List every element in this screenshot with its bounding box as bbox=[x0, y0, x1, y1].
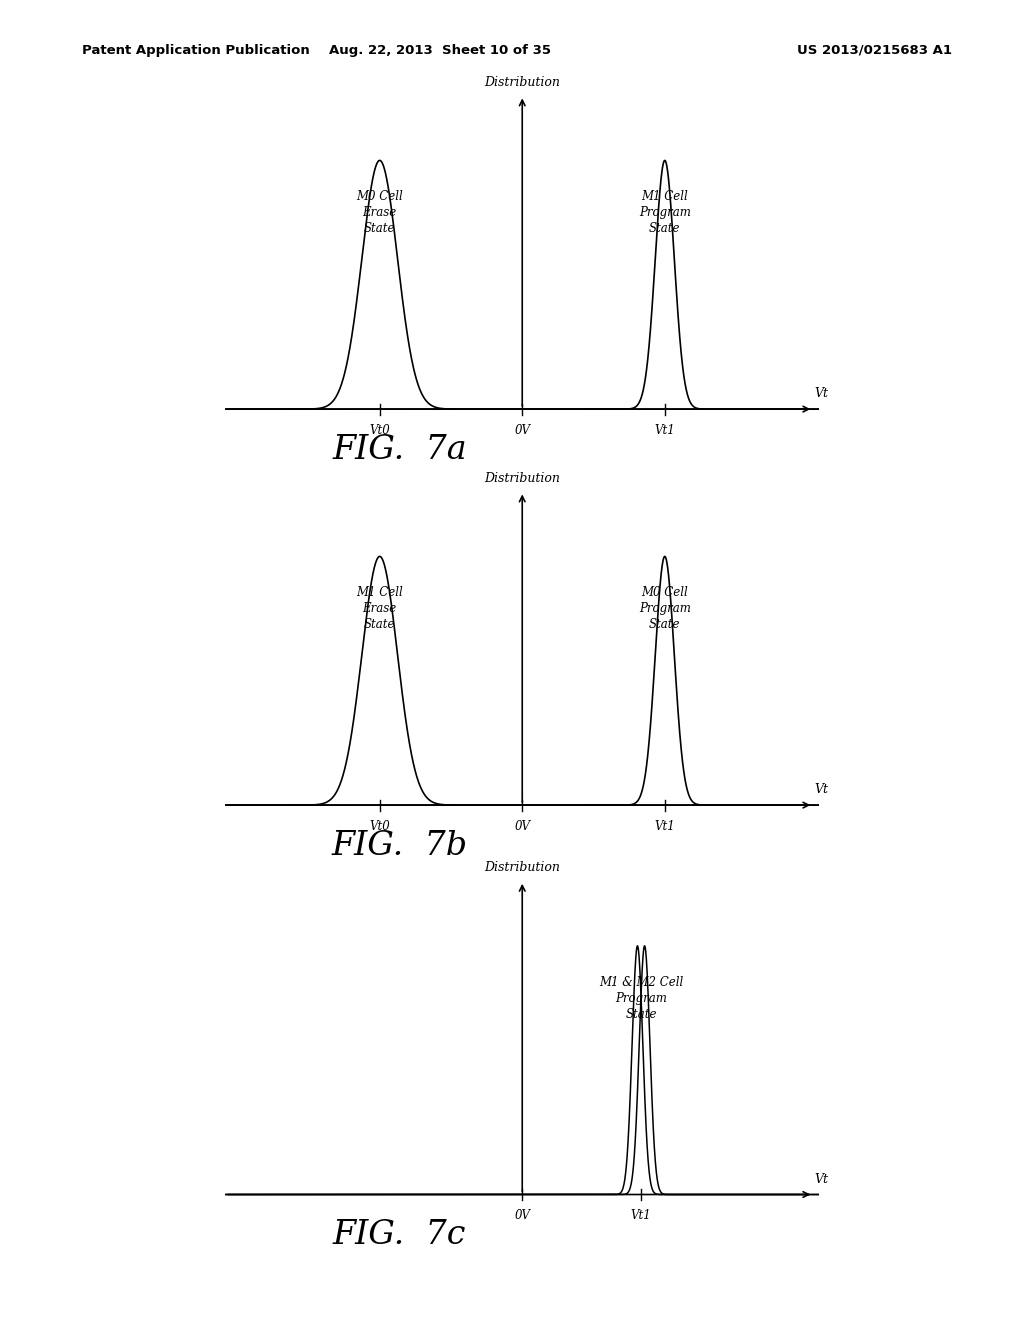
Text: FIG.  7a: FIG. 7a bbox=[332, 434, 467, 466]
Text: M1 Cell
Program
State: M1 Cell Program State bbox=[639, 190, 691, 235]
Text: Vt1: Vt1 bbox=[631, 1209, 651, 1222]
Text: M1 & M2 Cell
Program
State: M1 & M2 Cell Program State bbox=[599, 975, 683, 1020]
Text: 0V: 0V bbox=[514, 1209, 530, 1222]
Text: 0V: 0V bbox=[514, 424, 530, 437]
Text: Aug. 22, 2013  Sheet 10 of 35: Aug. 22, 2013 Sheet 10 of 35 bbox=[330, 44, 551, 57]
Text: M0 Cell
Program
State: M0 Cell Program State bbox=[639, 586, 691, 631]
Text: Distribution: Distribution bbox=[484, 862, 560, 874]
Text: FIG.  7b: FIG. 7b bbox=[332, 830, 467, 862]
Text: Vt: Vt bbox=[815, 783, 828, 796]
Text: Patent Application Publication: Patent Application Publication bbox=[82, 44, 309, 57]
Text: Vt: Vt bbox=[815, 1172, 828, 1185]
Text: Distribution: Distribution bbox=[484, 77, 560, 88]
Text: Distribution: Distribution bbox=[484, 473, 560, 484]
Text: US 2013/0215683 A1: US 2013/0215683 A1 bbox=[798, 44, 952, 57]
Text: FIG.  7c: FIG. 7c bbox=[333, 1220, 466, 1251]
Text: Vt0: Vt0 bbox=[370, 820, 390, 833]
Text: Vt0: Vt0 bbox=[370, 424, 390, 437]
Text: Vt: Vt bbox=[815, 387, 828, 400]
Text: M1 Cell
Erase
State: M1 Cell Erase State bbox=[356, 586, 403, 631]
Text: M0 Cell
Erase
State: M0 Cell Erase State bbox=[356, 190, 403, 235]
Text: 0V: 0V bbox=[514, 820, 530, 833]
Text: Vt1: Vt1 bbox=[654, 820, 675, 833]
Text: Vt1: Vt1 bbox=[654, 424, 675, 437]
